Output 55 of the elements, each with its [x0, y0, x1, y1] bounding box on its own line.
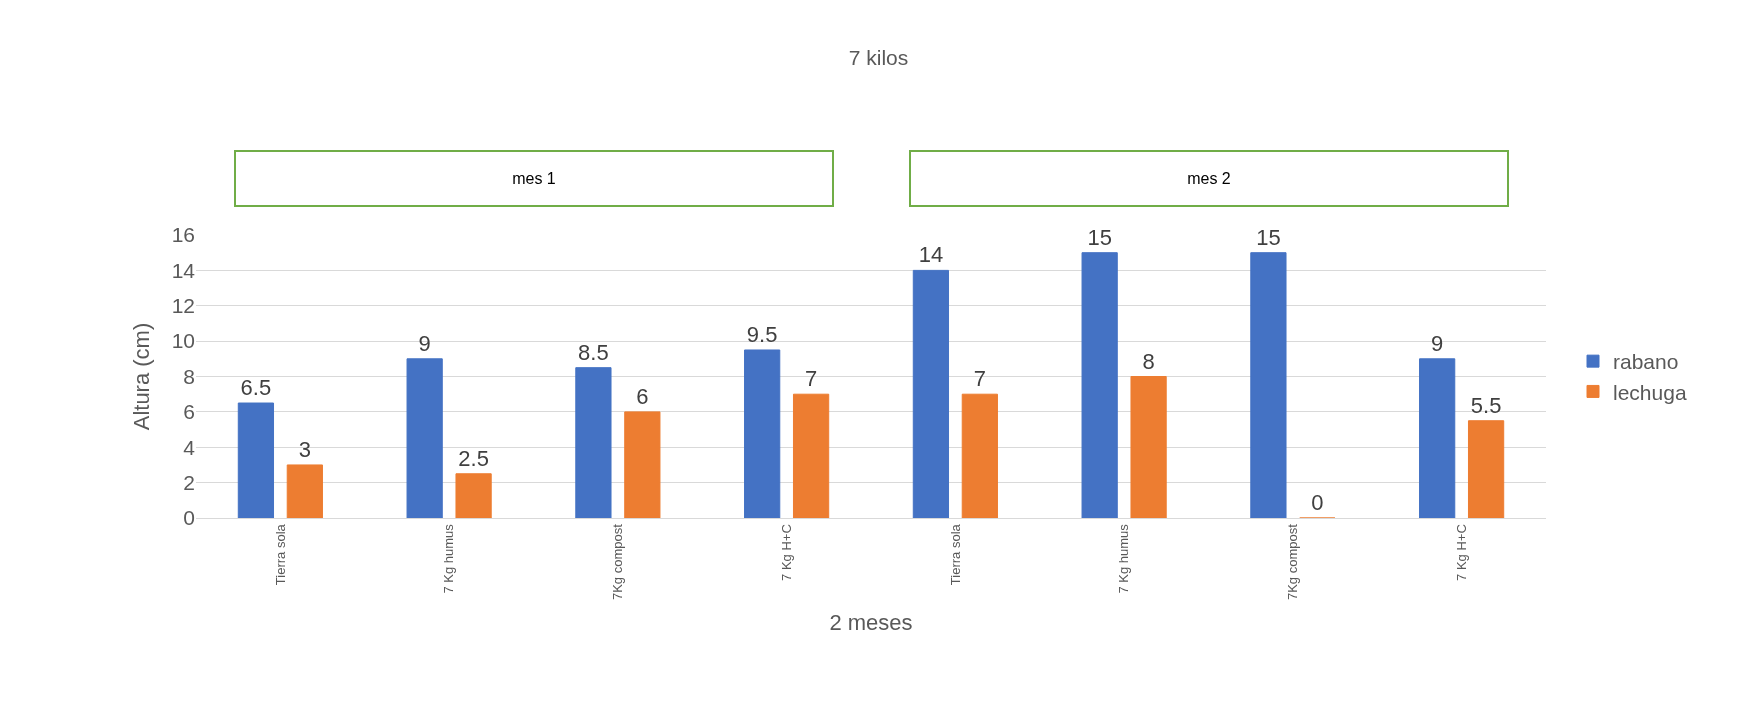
legend-label: lechuga [1613, 380, 1687, 404]
text: mes 1 [512, 170, 556, 187]
bar [1250, 252, 1287, 518]
chart-title: 7 kilos [848, 45, 909, 69]
bar [237, 402, 275, 518]
legend-label: rabano [1613, 350, 1679, 374]
bar [286, 464, 323, 518]
y-tick-label: 10 [171, 329, 195, 353]
bar [912, 269, 950, 518]
x-tick-label: 7 Kg H+C [1453, 524, 1469, 581]
data-label: 9 [1431, 330, 1444, 356]
y-tick-label: 0 [183, 506, 195, 530]
bar [961, 393, 998, 518]
data-label: 6.5 [240, 375, 272, 401]
bar [406, 358, 443, 518]
data-label: 6 [636, 383, 649, 409]
data-label: 0 [1311, 490, 1324, 515]
bar [575, 367, 612, 518]
y-tick-label: 12 [171, 294, 195, 318]
x-tick-label: 7 Kg humus [441, 523, 457, 594]
x-tick-label: 7Kg compost [1285, 523, 1301, 601]
data-label: 7 [973, 366, 986, 392]
y-tick-label: 16 [171, 223, 195, 247]
y-tick-label: 8 [183, 364, 195, 388]
bar [1419, 358, 1456, 518]
data-label: 15 [1256, 224, 1281, 250]
bar [744, 349, 781, 518]
y-axis-title: Altura (cm) [129, 322, 155, 431]
x-tick-label: 7 Kg humus [1116, 523, 1132, 594]
bar [1130, 376, 1167, 518]
bar [1467, 420, 1505, 518]
data-label: 15 [1087, 224, 1112, 250]
data-label: 2.5 [458, 445, 489, 471]
y-tick-label: 4 [183, 435, 196, 459]
bar [792, 393, 830, 518]
data-label: 14 [918, 242, 944, 268]
data-label: 3 [298, 436, 311, 462]
data-label: 5.5 [1470, 392, 1502, 418]
x-tick-label: 7 Kg H+C [778, 524, 794, 581]
x-tick-label: Tierra sola [947, 523, 963, 586]
data-label: 9 [418, 330, 431, 356]
x-axis-title: 2 meses [829, 609, 913, 635]
y-tick-label: 6 [183, 400, 195, 424]
data-label: 7 [804, 366, 818, 392]
y-tick-label: 2 [183, 470, 195, 494]
x-tick-label: 7Kg compost [610, 523, 626, 601]
bar [455, 473, 492, 518]
y-tick-label: 14 [171, 258, 196, 282]
text: mes 2 [1187, 170, 1231, 187]
bar [624, 411, 661, 518]
data-label: 8.5 [578, 339, 609, 365]
x-tick-label: Tierra sola [272, 523, 288, 586]
data-label: 9.5 [746, 321, 778, 347]
bar [1081, 252, 1118, 518]
data-label: 8 [1142, 348, 1155, 374]
